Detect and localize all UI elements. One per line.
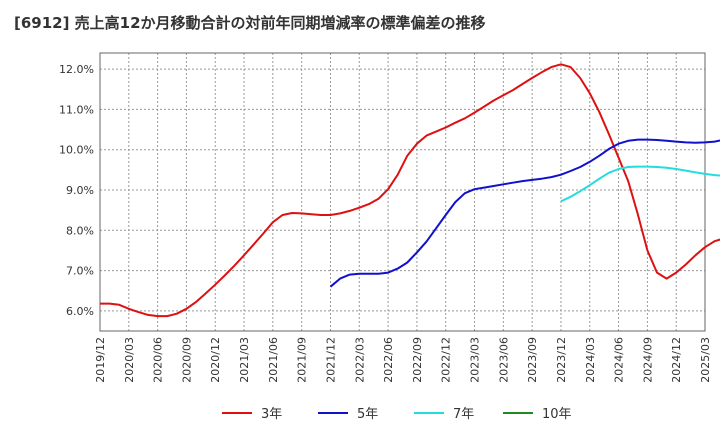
y-tick-label: 10.0% [59,144,94,157]
x-tick-label: 2020/03 [123,337,136,383]
series-group [100,63,720,318]
x-tick-label: 2023/09 [526,337,539,383]
x-axis: 2019/12 2020/03 2020/06 2020/09 2020/12 2021/… [94,337,712,383]
legend: 3年 5年 7年 10年 [222,407,572,422]
x-tick-label: 2023/03 [469,337,482,383]
y-tick-label: 7.0% [66,265,94,278]
y-tick-label: 11.0% [59,103,94,116]
x-tick-label: 2020/09 [180,337,193,383]
x-tick-label: 2023/12 [555,337,568,383]
x-tick-label: 2024/09 [641,337,654,383]
series-line-5年 [329,138,720,288]
x-tick-label: 2021/12 [324,337,337,383]
y-tick-label: 6.0% [66,305,94,318]
x-tick-label: 2022/12 [440,337,453,383]
plot-area [99,52,706,332]
series-line-3年 [100,63,720,318]
x-tick-label: 2019/12 [94,337,107,383]
x-tick-label: 2020/12 [209,337,222,383]
x-tick-label: 2024/12 [670,337,683,383]
chart-title: [6912] 売上高12か月移動合計の対前年同期増減率の標準偏差の推移 [14,14,486,32]
x-tick-label: 2024/06 [613,337,626,383]
y-axis: 6.0% 7.0% 8.0% 9.0% 10.0% 11.0% 12.0% [59,63,94,318]
grid [99,53,706,331]
legend-label: 7年 [453,407,474,422]
y-tick-label: 12.0% [59,63,94,76]
x-tick-label: 2024/03 [584,337,597,383]
x-tick-label: 2021/09 [296,337,309,383]
x-tick-label: 2022/06 [382,337,395,383]
x-tick-label: 2022/09 [411,337,424,383]
legend-label: 3年 [261,407,282,422]
x-tick-label: 2025/03 [699,337,712,383]
x-tick-label: 2022/03 [353,337,366,383]
x-tick-label: 2021/06 [267,337,280,383]
legend-label: 5年 [357,407,378,422]
y-tick-label: 8.0% [66,224,94,237]
legend-label: 10年 [542,407,572,422]
series-line-7年 [560,165,720,203]
x-tick-label: 2020/06 [152,337,165,383]
x-tick-label: 2023/06 [497,337,510,383]
y-tick-label: 9.0% [66,184,94,197]
x-tick-label: 2021/03 [238,337,251,383]
